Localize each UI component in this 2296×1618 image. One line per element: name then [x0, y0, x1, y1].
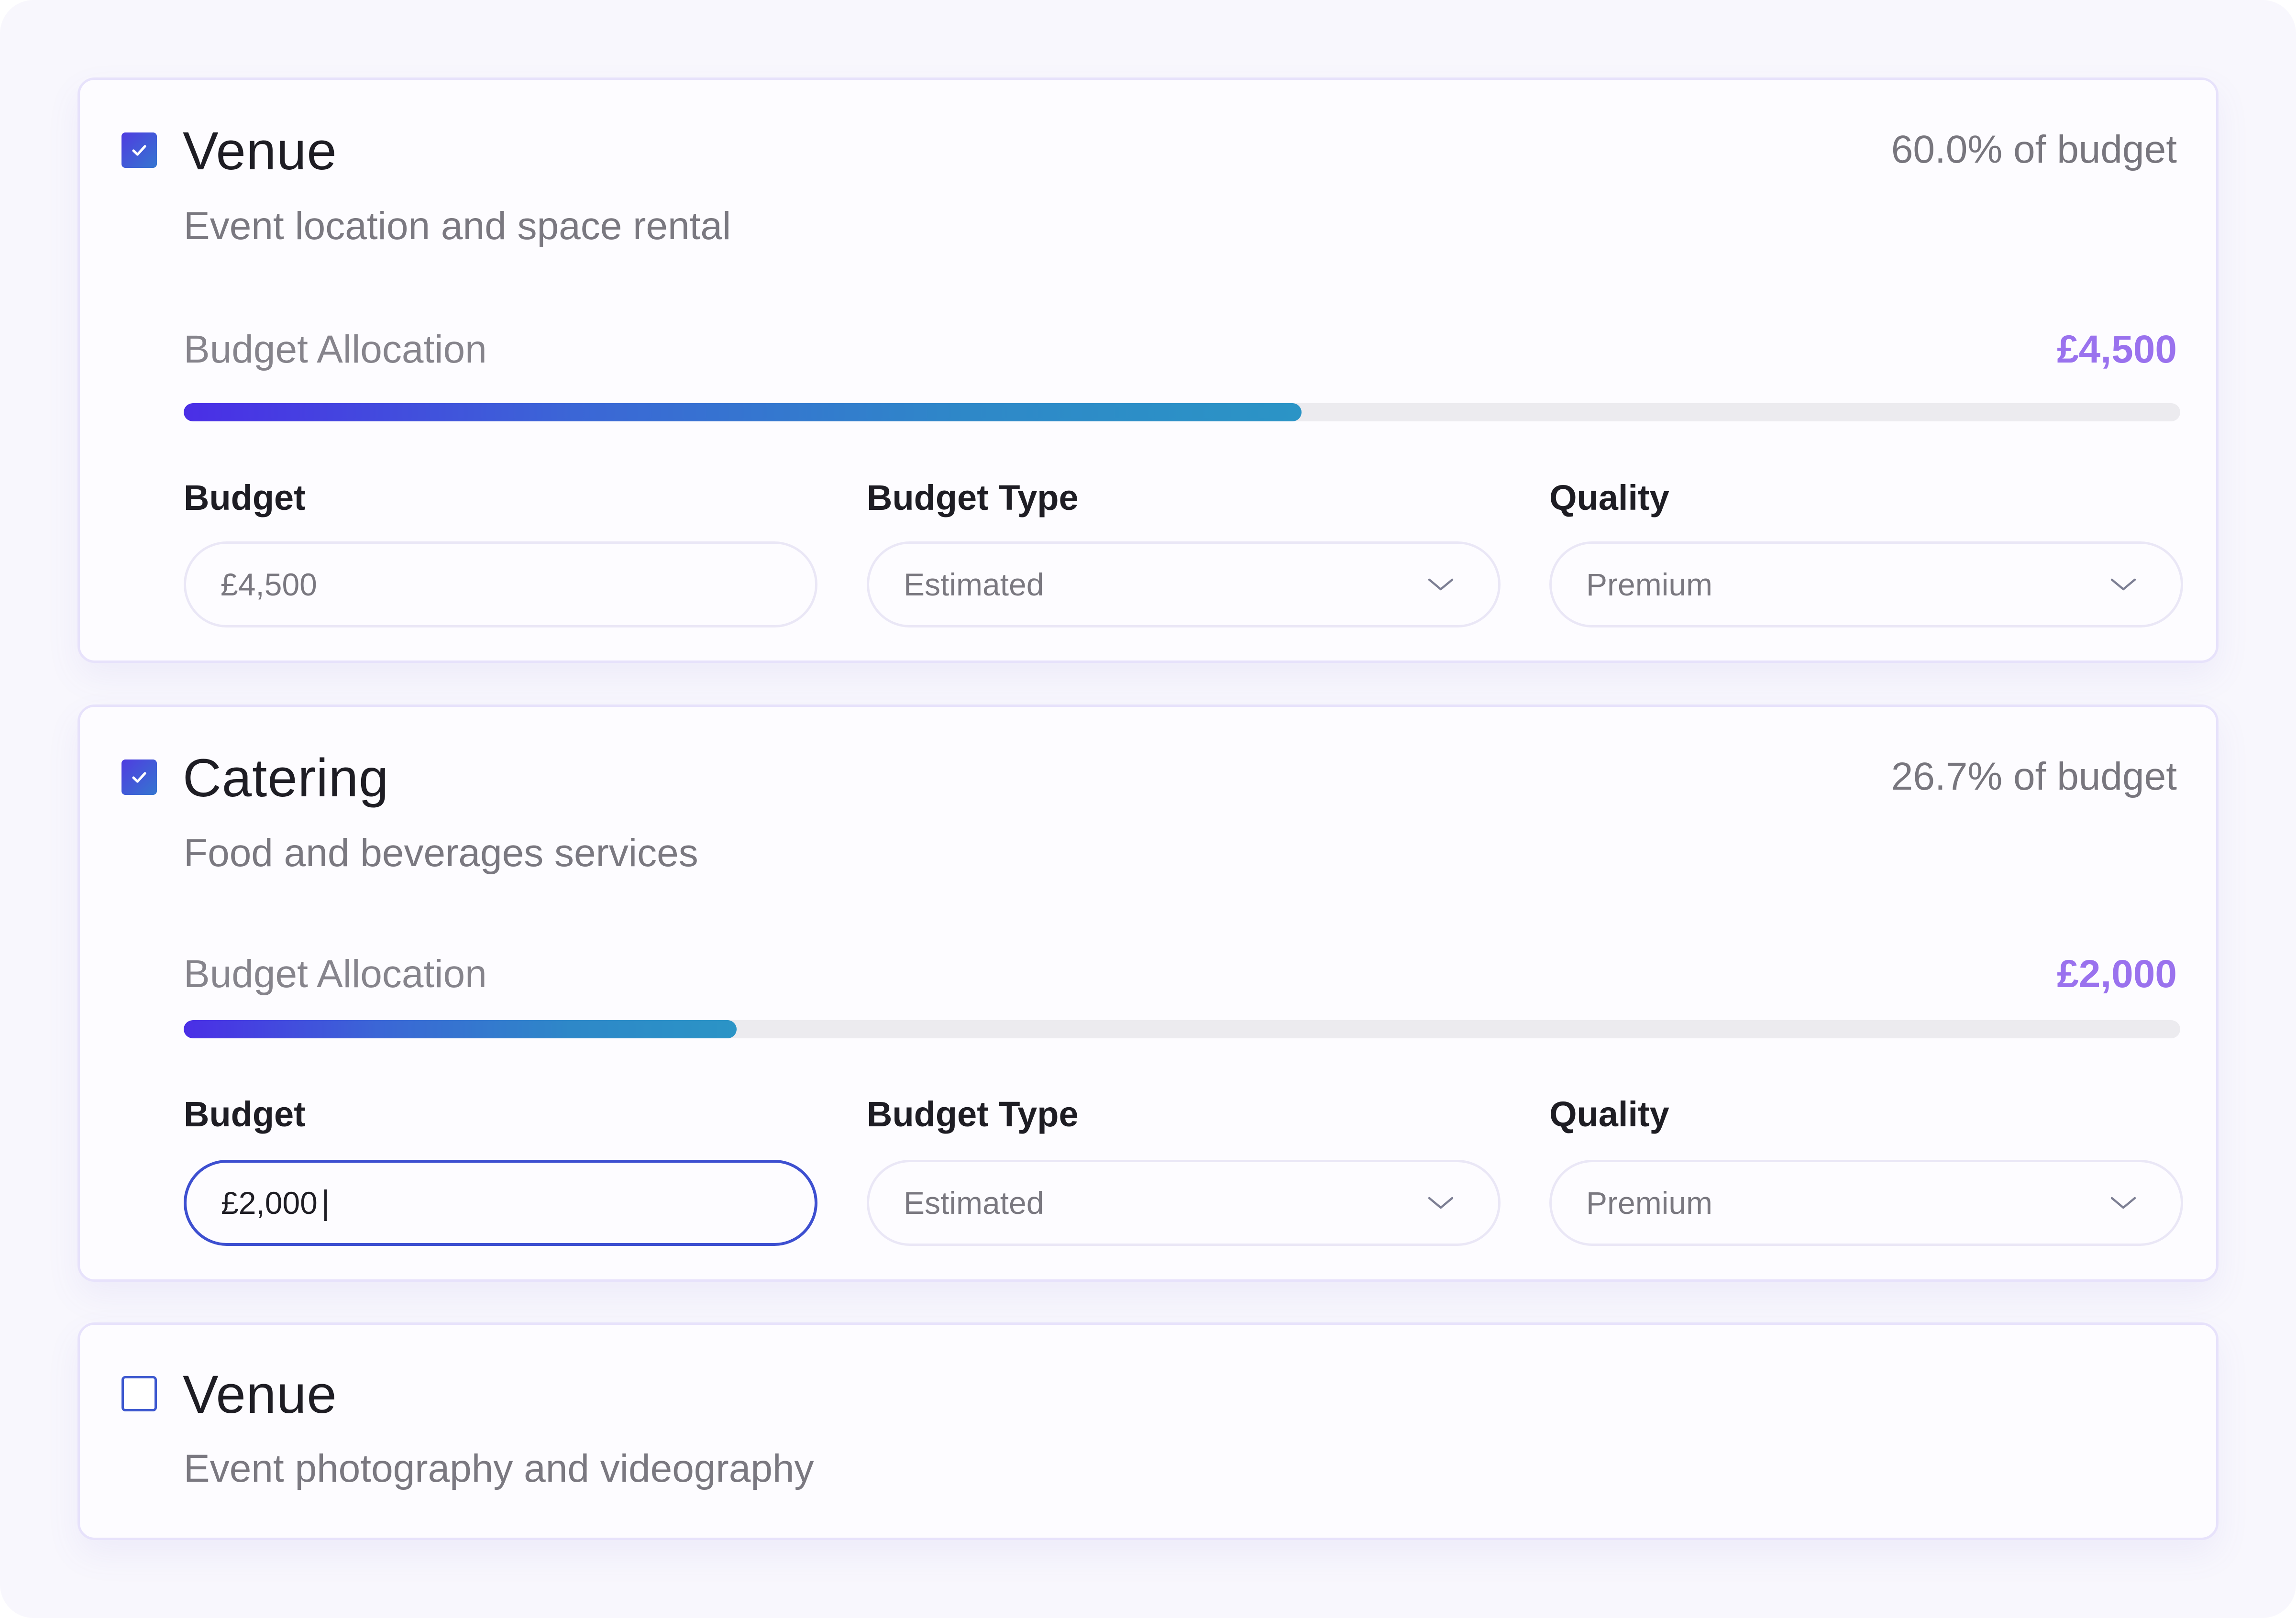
budget-type-value: Estimated: [904, 567, 1044, 602]
chevron-down-icon: [1426, 575, 1455, 594]
chevron-down-icon: [1426, 1193, 1455, 1212]
chevron-down-icon: [2109, 575, 2138, 594]
budget-input-value: £2,000: [221, 1185, 318, 1221]
allocation-value: £2,000: [2057, 952, 2177, 996]
budget-label: Budget: [184, 478, 306, 517]
item-title: Catering: [183, 748, 389, 808]
quality-value: Premium: [1586, 1185, 1713, 1221]
item-checkbox[interactable]: [121, 1376, 157, 1411]
check-icon: [132, 145, 146, 156]
budget-input-text: £2,000: [221, 1185, 772, 1222]
allocation-progress-bar: [184, 1020, 2180, 1038]
budget-percent: 60.0% of budget: [1891, 128, 2177, 171]
item-checkbox[interactable]: [121, 132, 157, 168]
check-icon: [132, 772, 146, 783]
item-title: Venue: [183, 121, 337, 181]
budget-type-value: Estimated: [904, 1185, 1044, 1221]
allocation-progress-bar: [184, 403, 2180, 421]
item-description: Food and beverages services: [184, 831, 698, 875]
allocation-value: £4,500: [2057, 328, 2177, 371]
item-description: Event location and space rental: [184, 204, 731, 248]
quality-label: Quality: [1549, 1094, 1669, 1134]
text-cursor: [324, 1189, 327, 1222]
budget-item-card: Venue 60.0% of budget Event location and…: [77, 77, 2219, 663]
budget-item-card: Catering 26.7% of budget Food and bevera…: [77, 704, 2219, 1282]
item-description: Event photography and videography: [184, 1447, 814, 1490]
item-checkbox[interactable]: [121, 759, 157, 795]
allocation-progress-fill: [184, 1020, 737, 1038]
quality-select[interactable]: Premium: [1549, 541, 2183, 627]
quality-select[interactable]: Premium: [1549, 1160, 2183, 1246]
budget-percent: 26.7% of budget: [1891, 755, 2177, 798]
budget-input[interactable]: £2,000: [184, 1160, 817, 1246]
budget-type-select[interactable]: Estimated: [867, 1160, 1501, 1246]
quality-label: Quality: [1549, 478, 1669, 517]
budget-input[interactable]: £4,500: [184, 541, 817, 627]
allocation-progress-fill: [184, 403, 1302, 421]
budget-label: Budget: [184, 1094, 306, 1134]
quality-value: Premium: [1586, 567, 1713, 602]
allocation-label: Budget Allocation: [184, 328, 487, 371]
item-title: Venue: [183, 1365, 337, 1424]
budget-item-card: Venue Event photography and videography: [77, 1322, 2219, 1540]
budget-type-select[interactable]: Estimated: [867, 541, 1501, 627]
allocation-label: Budget Allocation: [184, 952, 487, 996]
chevron-down-icon: [2109, 1193, 2138, 1212]
budget-type-label: Budget Type: [867, 478, 1079, 517]
budget-type-label: Budget Type: [867, 1094, 1079, 1134]
budget-input-value: £4,500: [221, 567, 317, 602]
